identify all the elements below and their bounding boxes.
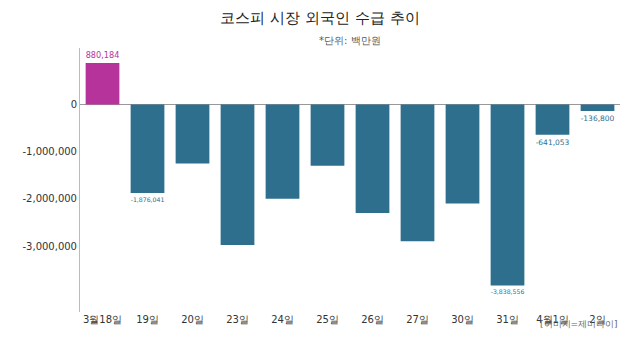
svg-text:27일: 27일 <box>406 314 429 325</box>
svg-text:코스피 시장 외국인 수급 추이: 코스피 시장 외국인 수급 추이 <box>220 9 419 27</box>
svg-text:3월18일: 3월18일 <box>83 314 122 325</box>
svg-text:25일: 25일 <box>316 314 339 325</box>
svg-text:880,184: 880,184 <box>86 50 120 60</box>
svg-text:30일: 30일 <box>451 314 474 325</box>
svg-text:-1,000,000: -1,000,000 <box>22 146 77 157</box>
svg-text:[이미지=제미나이]: [이미지=제미나이] <box>540 319 618 329</box>
svg-text:*단위: 백만원: *단위: 백만원 <box>319 35 381 46</box>
svg-text:31일: 31일 <box>496 314 519 325</box>
svg-text:19일: 19일 <box>136 314 159 325</box>
svg-text:26일: 26일 <box>361 314 384 325</box>
svg-text:24일: 24일 <box>271 314 294 325</box>
svg-text:-641,053: -641,053 <box>536 138 570 147</box>
svg-text:0: 0 <box>71 99 77 110</box>
svg-text:-3,000,000: -3,000,000 <box>22 241 77 252</box>
svg-text:20일: 20일 <box>181 314 204 325</box>
svg-text:23일: 23일 <box>226 314 249 325</box>
svg-text:-136,800: -136,800 <box>581 114 615 123</box>
svg-text:-2,000,000: -2,000,000 <box>22 193 77 204</box>
svg-text:-3,838,556: -3,838,556 <box>491 288 525 295</box>
svg-text:4월1일: 4월1일 <box>536 314 569 325</box>
svg-text:-1,876,041: -1,876,041 <box>131 196 165 203</box>
svg-text:2일: 2일 <box>589 314 605 325</box>
